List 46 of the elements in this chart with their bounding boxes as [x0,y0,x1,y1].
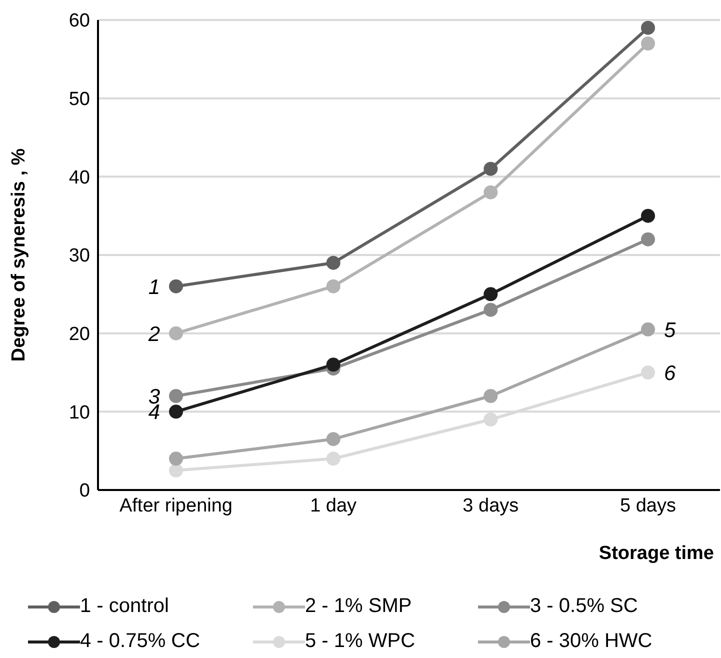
y-tick-label: 40 [68,167,90,188]
point [169,279,183,294]
point [641,208,655,223]
point [326,432,340,446]
point [326,452,340,466]
annotation: 6 [664,362,676,385]
x-tick-label: After ripening [119,495,233,516]
point [484,389,498,403]
y-tick-label: 60 [68,10,90,32]
point [169,326,183,340]
x-axis-title: Storage time [598,543,714,564]
point [169,389,183,403]
point [326,279,340,294]
point [641,20,655,35]
legend-label: 3 - 0.5% SC [530,595,638,618]
point [484,185,498,200]
x-tick-label: 1 day [310,495,358,516]
legend-label: 4 - 0.75% CC [80,630,200,653]
point [641,36,655,50]
y-tick-label: 0 [79,480,90,502]
point [641,232,655,246]
point [641,366,655,380]
y-tick-label: 20 [68,324,90,346]
legend-label: 2 - 1% SMP [305,595,412,618]
point [326,256,340,270]
y-tick-label: 30 [68,246,90,267]
point [326,358,340,372]
annotation: 5 [664,318,676,342]
y-tick-label: 10 [68,402,90,424]
point [484,412,498,426]
y-axis-title: Degree of syneresis , % [8,148,30,362]
legend-label: 1 - control [80,595,169,618]
x-tick-label: 5 days [620,495,676,516]
annotation: 2 [147,322,160,346]
point [484,287,498,302]
point [169,463,183,478]
point [169,452,183,466]
x-tick-label: 3 days [462,495,519,516]
point [641,322,655,336]
legend-label: 5 - 1% WPC [305,630,416,653]
annotation: 1 [148,276,160,299]
y-tick-label: 50 [68,89,90,110]
point [484,302,498,317]
point [484,162,498,176]
point [169,404,183,419]
legend-label: 6 - 30% HWC [530,630,652,653]
